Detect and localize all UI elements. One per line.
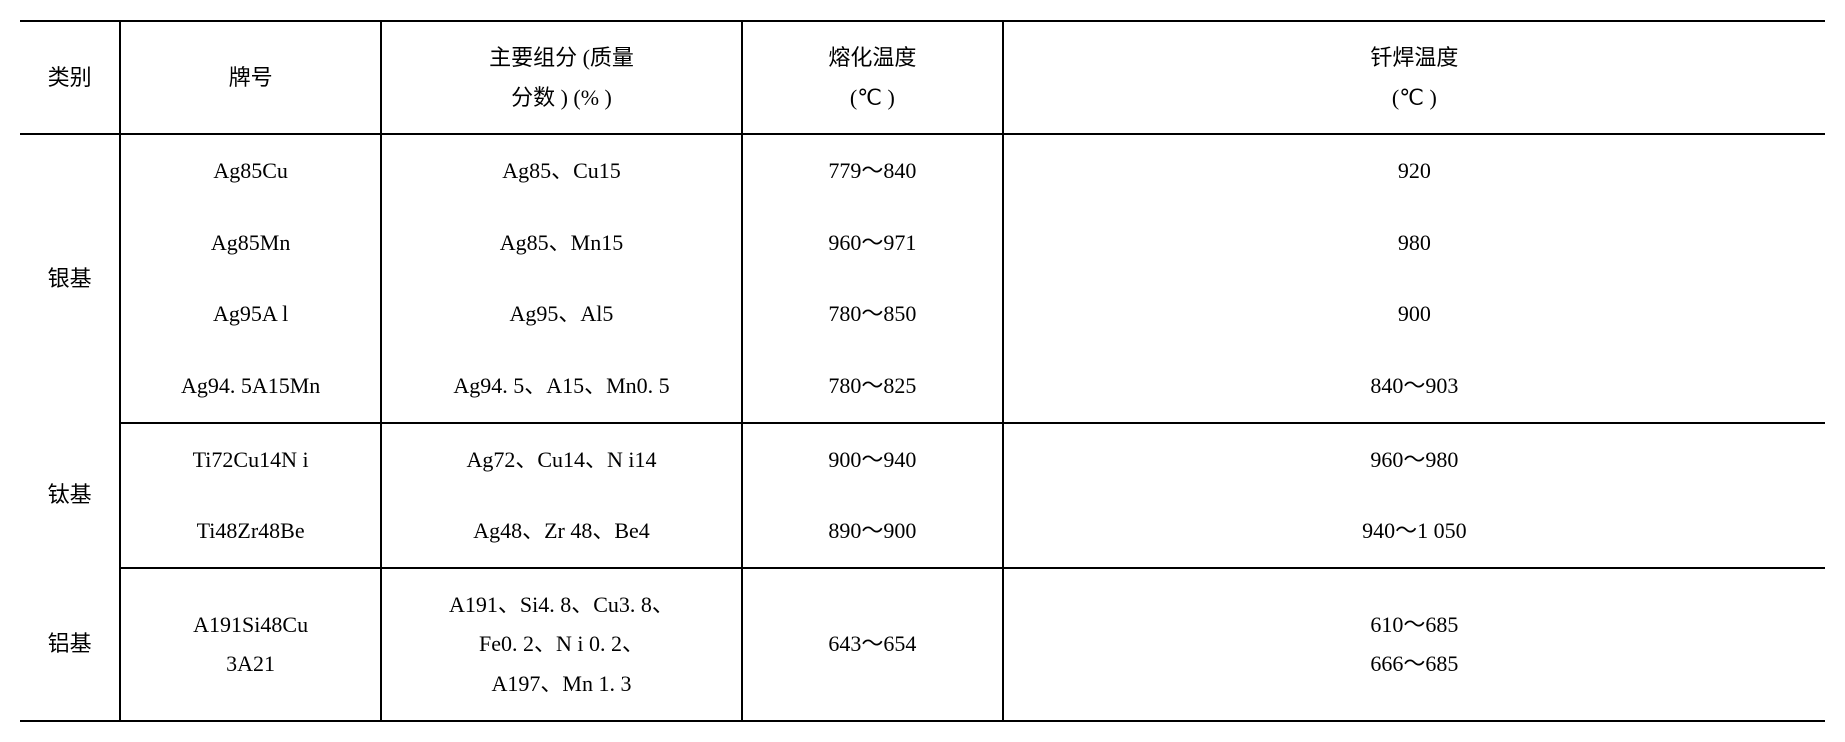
melt-cell: 643～654: [742, 568, 1003, 721]
header-grade: 牌号: [120, 21, 381, 134]
header-braze-line1: 钎焊温度: [1012, 38, 1817, 78]
table-row: 铝基 A191Si48Cu 3A21 A191、Si4. 8、Cu3. 8、 F…: [20, 568, 1825, 721]
category-cell: 钛基: [20, 423, 120, 568]
melt-cell: 960～971: [742, 207, 1003, 279]
header-melt-line1: 熔化温度: [751, 38, 994, 78]
composition-cell: Ag72、Cu14、N i14: [381, 423, 742, 496]
table-body: 银基 Ag85Cu Ag85、Cu15 779～840 920 Ag85Mn A…: [20, 134, 1825, 720]
braze-cell: 960～980: [1003, 423, 1825, 496]
grade-cell: Ti72Cu14N i: [120, 423, 381, 496]
materials-table: 类别 牌号 主要组分 (质量 分数 ) (% ) 熔化温度 (℃ ) 钎焊温度 …: [20, 20, 1825, 722]
grade-cell: A191Si48Cu 3A21: [120, 568, 381, 721]
melt-cell: 780～825: [742, 350, 1003, 423]
header-composition: 主要组分 (质量 分数 ) (% ): [381, 21, 742, 134]
melt-cell: 890～900: [742, 495, 1003, 568]
composition-cell: Ag94. 5、A15、Mn0. 5: [381, 350, 742, 423]
melt-cell: 779～840: [742, 134, 1003, 207]
melt-cell: 780～850: [742, 278, 1003, 350]
header-melt-temp: 熔化温度 (℃ ): [742, 21, 1003, 134]
header-braze-line2: (℃ ): [1012, 78, 1817, 118]
composition-cell: Ag95、Al5: [381, 278, 742, 350]
header-braze-temp: 钎焊温度 (℃ ): [1003, 21, 1825, 134]
braze-cell: 940～1 050: [1003, 495, 1825, 568]
composition-cell: Ag85、Mn15: [381, 207, 742, 279]
table-row: Ag95A l Ag95、Al5 780～850 900: [20, 278, 1825, 350]
table-row: 银基 Ag85Cu Ag85、Cu15 779～840 920: [20, 134, 1825, 207]
composition-cell: A191、Si4. 8、Cu3. 8、 Fe0. 2、N i 0. 2、 A19…: [381, 568, 742, 721]
header-composition-line1: 主要组分 (质量: [390, 38, 733, 78]
header-melt-line2: (℃ ): [751, 78, 994, 118]
braze-cell: 920: [1003, 134, 1825, 207]
table-row: Ti48Zr48Be Ag48、Zr 48、Be4 890～900 940～1 …: [20, 495, 1825, 568]
table-row: Ag85Mn Ag85、Mn15 960～971 980: [20, 207, 1825, 279]
braze-cell: 610～685 666～685: [1003, 568, 1825, 721]
composition-cell: Ag48、Zr 48、Be4: [381, 495, 742, 568]
grade-cell: Ag85Mn: [120, 207, 381, 279]
table-row: Ag94. 5A15Mn Ag94. 5、A15、Mn0. 5 780～825 …: [20, 350, 1825, 423]
melt-cell: 900～940: [742, 423, 1003, 496]
braze-cell: 980: [1003, 207, 1825, 279]
grade-cell: Ag85Cu: [120, 134, 381, 207]
header-composition-line2: 分数 ) (% ): [390, 78, 733, 118]
braze-cell: 900: [1003, 278, 1825, 350]
table-row: 钛基 Ti72Cu14N i Ag72、Cu14、N i14 900～940 9…: [20, 423, 1825, 496]
category-cell: 铝基: [20, 568, 120, 721]
grade-cell: Ag95A l: [120, 278, 381, 350]
composition-cell: Ag85、Cu15: [381, 134, 742, 207]
braze-cell: 840～903: [1003, 350, 1825, 423]
grade-cell: Ti48Zr48Be: [120, 495, 381, 568]
grade-cell: Ag94. 5A15Mn: [120, 350, 381, 423]
table-header: 类别 牌号 主要组分 (质量 分数 ) (% ) 熔化温度 (℃ ) 钎焊温度 …: [20, 21, 1825, 134]
header-category: 类别: [20, 21, 120, 134]
category-cell: 银基: [20, 134, 120, 422]
